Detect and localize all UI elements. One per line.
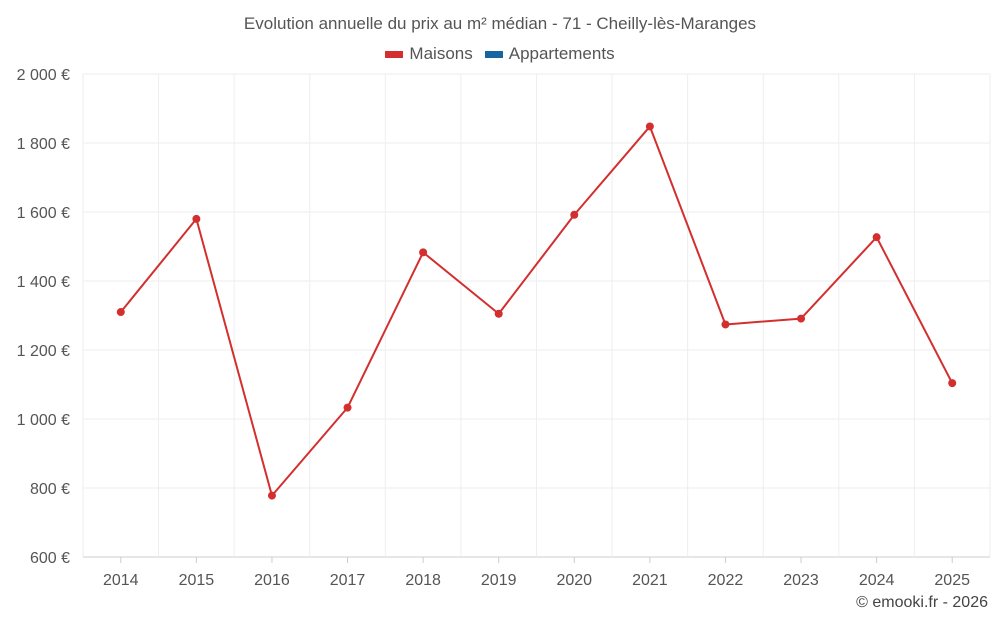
x-tick-label: 2014 bbox=[103, 572, 139, 589]
x-axis: 2014 2015 2016 2017 2018 2019 2020 2021 2022 2023… bbox=[103, 557, 970, 589]
x-tick-label: 2019 bbox=[481, 572, 517, 589]
x-tick-label: 2016 bbox=[254, 572, 290, 589]
data-point-2024[interactable] bbox=[872, 233, 881, 242]
legend: Maisons Appartements bbox=[0, 44, 1000, 64]
legend-label-maisons: Maisons bbox=[409, 44, 473, 63]
x-tick-label: 2020 bbox=[556, 572, 592, 589]
y-tick-label: 1 800 € bbox=[17, 136, 70, 153]
data-point-2015[interactable] bbox=[192, 214, 201, 223]
x-tick-label: 2017 bbox=[330, 572, 366, 589]
legend-label-appartements: Appartements bbox=[508, 44, 615, 63]
y-tick-label: 1 600 € bbox=[17, 205, 70, 222]
legend-swatch-maisons bbox=[385, 50, 404, 58]
x-tick-label: 2022 bbox=[708, 572, 744, 589]
chart-title: Evolution annuelle du prix au m² médian … bbox=[243, 14, 757, 33]
data-point-2014[interactable] bbox=[116, 308, 125, 317]
y-tick-label: 1 400 € bbox=[17, 274, 70, 291]
x-tick-label: 2021 bbox=[632, 572, 668, 589]
data-point-2021[interactable] bbox=[645, 122, 654, 131]
data-point-2020[interactable] bbox=[570, 210, 579, 219]
y-axis: 600 € 800 € 1 000 € 1 200 € 1 400 € 1 600 € 1 … bbox=[17, 67, 70, 567]
x-tick-label: 2024 bbox=[859, 572, 895, 589]
y-tick-label: 600 € bbox=[30, 550, 70, 567]
data-point-2016[interactable] bbox=[267, 491, 276, 500]
data-point-2019[interactable] bbox=[494, 309, 503, 318]
y-tick-label: 2 000 € bbox=[17, 67, 70, 84]
credit: © emooki.fr - 2026 bbox=[856, 594, 988, 611]
y-tick-label: 1 200 € bbox=[17, 343, 70, 360]
x-tick-label: 2018 bbox=[405, 572, 441, 589]
y-tick-label: 1 000 € bbox=[17, 412, 70, 429]
data-point-2018[interactable] bbox=[419, 248, 428, 257]
data-point-2023[interactable] bbox=[797, 314, 806, 323]
x-tick-label: 2015 bbox=[179, 572, 215, 589]
data-point-2022[interactable] bbox=[721, 320, 730, 329]
series-line-maisons bbox=[120, 125, 954, 497]
x-tick-label: 2023 bbox=[783, 572, 819, 589]
grid bbox=[82, 73, 991, 558]
x-tick-label: 2025 bbox=[934, 572, 970, 589]
data-point-2017[interactable] bbox=[343, 403, 352, 412]
legend-item-maisons[interactable]: Maisons bbox=[385, 44, 473, 64]
legend-item-appartements[interactable]: Appartements bbox=[484, 44, 615, 64]
y-tick-label: 800 € bbox=[30, 481, 70, 498]
legend-swatch-appartements bbox=[484, 50, 503, 58]
data-point-2025[interactable] bbox=[948, 379, 957, 388]
series-maisons bbox=[116, 122, 957, 500]
